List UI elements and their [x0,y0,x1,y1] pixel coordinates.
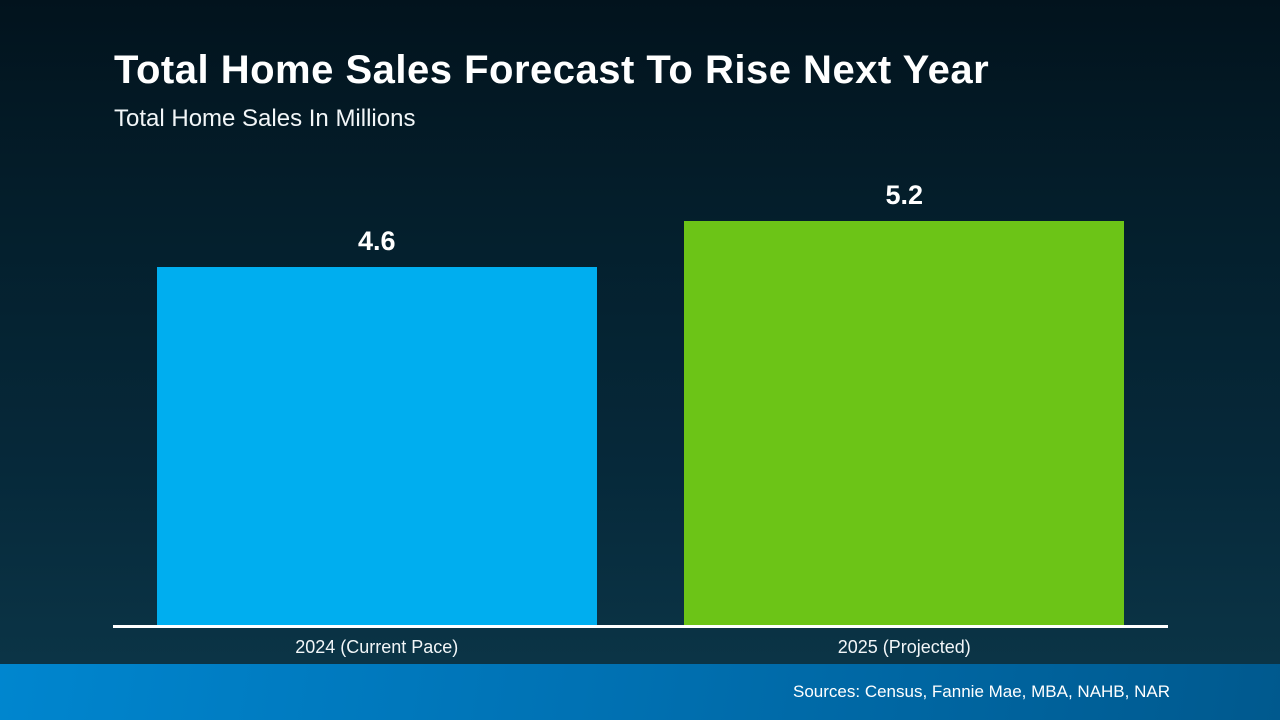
category-label-2025: 2025 (Projected) [837,637,971,657]
page-title: Total Home Sales Forecast To Rise Next Y… [114,48,990,92]
value-label-2024: 4.6 [357,226,396,256]
header: Total Home Sales Forecast To Rise Next Y… [114,48,989,133]
sources-text: Sources: Census, Fannie Mae, MBA, NAHB, … [793,682,1170,701]
x-axis-line [113,625,1168,628]
category-label-2024: 2024 (Current Pace) [295,637,459,657]
bar-group-2025: 5.2 [641,180,1169,625]
bar-2024 [156,267,597,625]
footer-bar: Sources: Census, Fannie Mae, MBA, NAHB, … [0,664,1280,720]
bar-chart: 4.6 5.2 2024 (Current Pace) 2025 (Projec… [113,160,1168,658]
bar-group-2024: 4.6 [113,226,641,625]
page-subtitle: Total Home Sales In Millions [114,105,416,132]
category-labels: 2024 (Current Pace) 2025 (Projected) [113,637,1168,658]
value-label-2025: 5.2 [885,180,924,210]
plot-area: 4.6 5.2 [113,160,1168,625]
bar-2025 [684,221,1125,625]
